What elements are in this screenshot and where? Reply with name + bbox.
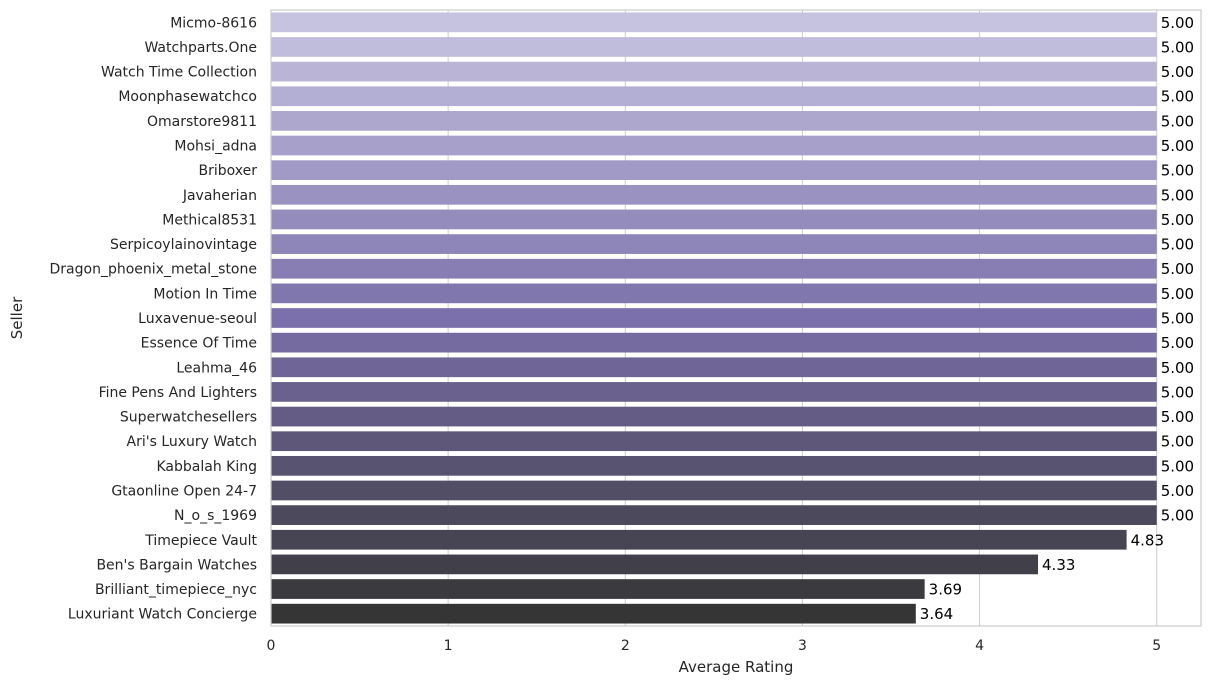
bar-value-label: 5.00 — [1161, 236, 1194, 254]
bar-value-label: 5.00 — [1161, 457, 1194, 475]
bar — [271, 406, 1157, 427]
bar-value-label: 5.00 — [1161, 260, 1194, 278]
x-axis-title: Average Rating — [679, 658, 794, 676]
bar — [271, 258, 1157, 279]
x-tick-label: 3 — [798, 638, 807, 654]
bar — [271, 579, 925, 599]
y-tick-label: Ben's Bargain Watches — [96, 557, 257, 573]
bar-value-label: 5.00 — [1161, 38, 1194, 56]
y-tick-label: Mohsi_adna — [174, 139, 257, 155]
x-tick-labels: 0 1 2 3 4 5 — [267, 638, 1162, 654]
y-tick-label: Methical8531 — [162, 212, 257, 228]
bar — [271, 209, 1157, 230]
bar-value-label: 5.00 — [1161, 186, 1194, 204]
bar — [271, 37, 1157, 57]
y-tick-label: Serpicoylainovintage — [110, 237, 257, 253]
bar — [271, 111, 1157, 131]
bar — [271, 332, 1157, 353]
y-tick-label: Briboxer — [199, 163, 258, 179]
y-tick-label: Watchparts.One — [144, 40, 257, 56]
bar-value-label: 5.00 — [1161, 408, 1194, 426]
bar — [271, 357, 1157, 378]
y-tick-label: Ari's Luxury Watch — [127, 434, 257, 450]
y-tick-label: Omarstore9811 — [147, 114, 257, 130]
y-axis-title: Seller — [8, 296, 26, 339]
bar-value-label: 5.00 — [1161, 310, 1194, 328]
bar — [271, 283, 1157, 304]
bar — [271, 160, 1157, 181]
bar-value-label: 5.00 — [1161, 137, 1194, 155]
bar — [271, 431, 1157, 452]
y-tick-label: Gtaonline Open 24-7 — [111, 483, 257, 499]
x-tick-label: 0 — [267, 638, 276, 654]
bar-value-label: 5.00 — [1161, 507, 1194, 525]
x-tick-label: 2 — [621, 638, 630, 654]
bar — [271, 135, 1157, 156]
bar — [271, 455, 1157, 476]
y-tick-label: Fine Pens And Lighters — [99, 385, 257, 401]
bar-value-label: 5.00 — [1161, 359, 1194, 377]
bar — [271, 234, 1157, 254]
bar-value-label: 4.33 — [1042, 556, 1075, 574]
bar-value-label: 3.64 — [920, 605, 953, 623]
bar-value-label: 5.00 — [1161, 211, 1194, 229]
x-tick-label: 1 — [444, 638, 453, 654]
bar — [271, 505, 1157, 525]
y-tick-label: Motion In Time — [153, 286, 257, 302]
y-tick-label: Micmo-8616 — [170, 15, 257, 31]
bar-value-label: 5.00 — [1161, 14, 1194, 32]
bar — [271, 184, 1157, 205]
y-tick-label: Javaherian — [182, 188, 257, 204]
y-tick-label: Luxuriant Watch Concierge — [68, 607, 257, 623]
plot-frame — [270, 9, 1202, 627]
bar — [271, 529, 1127, 550]
bar-value-label: 5.00 — [1161, 63, 1194, 81]
bar-value-label: 5.00 — [1161, 88, 1194, 106]
bar — [271, 86, 1157, 107]
y-tick-label: Kabbalah King — [157, 459, 258, 475]
y-tick-labels: Micmo-8616 Watchparts.One Watch Time Colle… — [50, 15, 258, 622]
bar — [271, 603, 916, 624]
bar-value-label: 5.00 — [1161, 162, 1194, 180]
y-tick-label: Essence Of Time — [141, 336, 257, 352]
y-tick-label: N_o_s_1969 — [174, 508, 257, 524]
bar-value-label: 5.00 — [1161, 112, 1194, 130]
y-tick-label: Dragon_phoenix_metal_stone — [50, 262, 257, 278]
bar-value-label: 3.69 — [929, 581, 962, 599]
x-tick-label: 4 — [975, 638, 984, 654]
y-tick-label: Moonphasewatchco — [118, 89, 257, 105]
bar — [271, 382, 1157, 402]
bar-value-label: 5.00 — [1161, 383, 1194, 401]
bar — [271, 480, 1157, 501]
y-tick-label: Brilliant_timepiece_nyc — [95, 582, 257, 598]
bar-value-label: 5.00 — [1161, 433, 1194, 451]
x-tick-label: 5 — [1152, 638, 1161, 654]
bar-value-label: 4.83 — [1131, 531, 1164, 549]
y-tick-label: Watch Time Collection — [101, 65, 257, 81]
y-tick-label: Leahma_46 — [176, 360, 257, 376]
bar — [271, 12, 1157, 33]
bar — [271, 61, 1157, 82]
y-tick-label: Timepiece Vault — [144, 533, 257, 549]
bar-value-label: 5.00 — [1161, 285, 1194, 303]
y-tick-label: Luxavenue-seoul — [138, 311, 257, 327]
value-labels: 5.00 5.00 5.00 5.00 5.00 5.00 5.00 5.00 5.00 5.00… — [920, 14, 1194, 623]
bars — [271, 12, 1157, 624]
bar — [271, 554, 1039, 575]
bar-value-label: 5.00 — [1161, 334, 1194, 352]
bar — [271, 308, 1157, 328]
y-tick-label: Superwatchesellers — [120, 410, 257, 426]
bar-value-label: 5.00 — [1161, 482, 1194, 500]
